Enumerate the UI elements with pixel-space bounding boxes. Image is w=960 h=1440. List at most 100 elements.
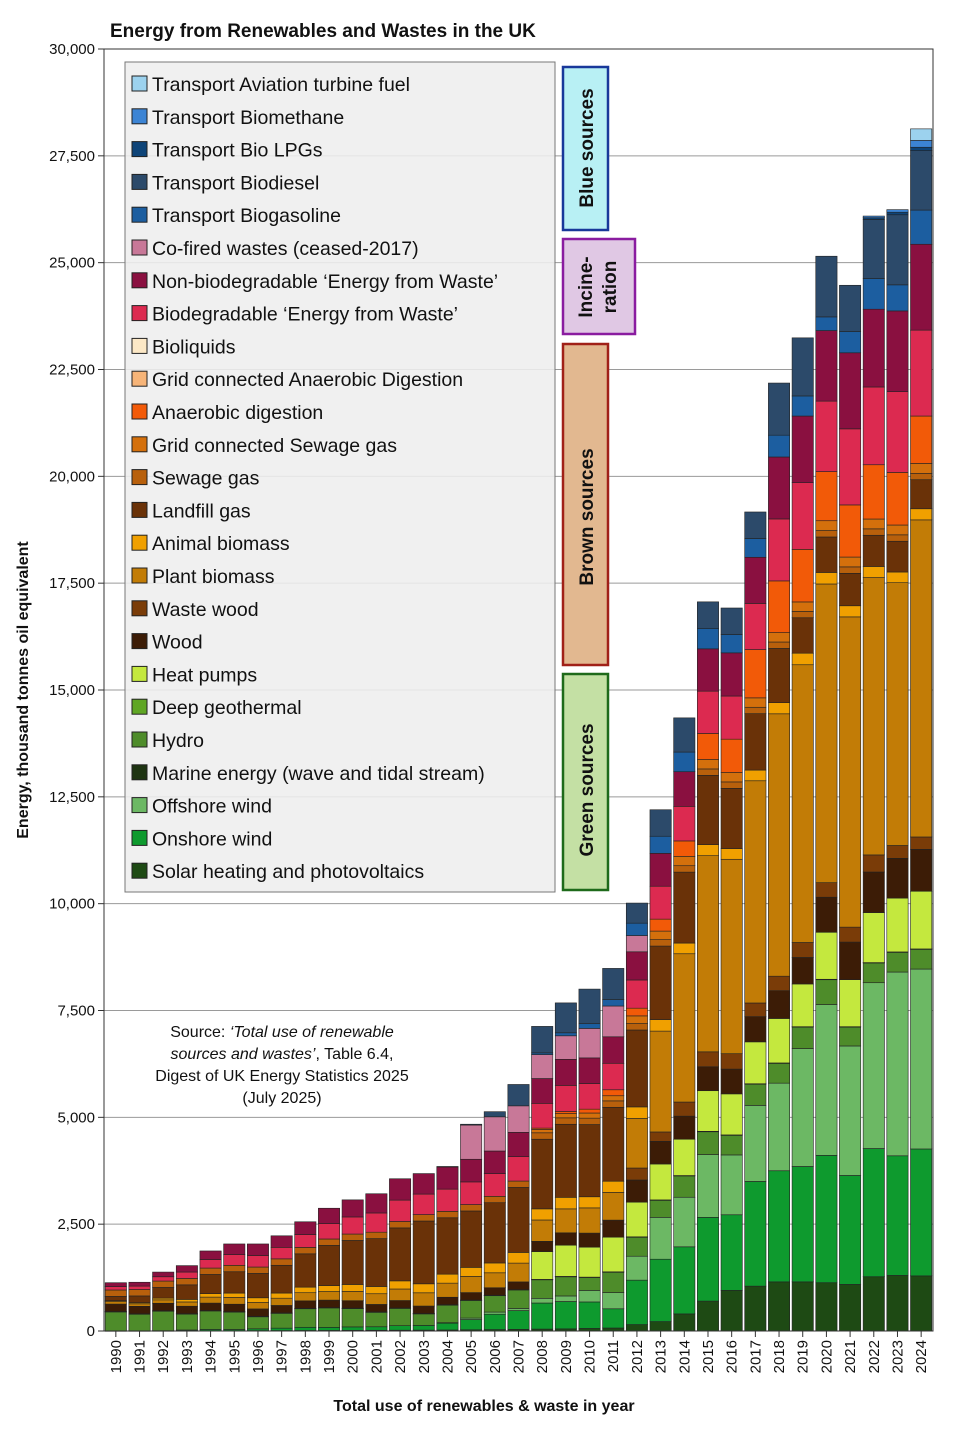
bar-segment — [507, 1180, 530, 1188]
bar-segment — [507, 1105, 530, 1133]
x-tick-label: 2018 — [771, 1340, 788, 1373]
bar-segment — [389, 1178, 412, 1201]
legend-label: Heat pumps — [152, 664, 257, 686]
bar-segment — [862, 464, 885, 520]
bar-segment — [673, 1138, 696, 1176]
bar-segment — [720, 788, 743, 849]
bar-segment — [246, 1255, 269, 1268]
bar-segment — [886, 571, 909, 583]
bar-segment — [554, 1232, 577, 1246]
bar-segment — [886, 858, 909, 899]
bar-segment — [649, 1141, 672, 1165]
bar-segment — [294, 1221, 317, 1235]
bar-segment — [602, 1219, 625, 1238]
bar-segment — [318, 1238, 340, 1246]
bar-segment — [625, 1255, 648, 1281]
bar-segment — [223, 1311, 246, 1330]
bar-segment — [554, 1032, 577, 1037]
bar-segment — [412, 1214, 435, 1222]
legend-label: Deep geothermal — [152, 697, 302, 719]
legend-swatch — [131, 764, 148, 781]
bar-segment — [744, 1016, 767, 1043]
bar-segment — [341, 1240, 364, 1285]
bar-segment — [839, 504, 862, 558]
bar-segment — [436, 1188, 459, 1212]
x-tick-label: 2019 — [795, 1340, 812, 1373]
x-tick-label: 2003 — [416, 1340, 433, 1373]
bar-segment — [839, 979, 862, 1027]
bar-segment — [365, 1193, 388, 1214]
bar-segment — [673, 1196, 696, 1248]
bar-segment — [104, 1296, 127, 1301]
y-tick-label: 17,500 — [49, 575, 95, 592]
bar-segment — [104, 1286, 127, 1291]
bar-segment — [744, 556, 767, 604]
bar-segment — [886, 310, 909, 392]
bar-segment — [697, 1131, 719, 1155]
bar-segment — [341, 1233, 364, 1241]
bar-segment — [720, 634, 743, 654]
bar-segment — [152, 1302, 175, 1312]
bar-segment — [578, 1246, 601, 1278]
bar-segment — [839, 1175, 862, 1285]
bar-segment — [128, 1285, 151, 1290]
bar-segment — [531, 1132, 554, 1140]
bar-segment — [768, 1281, 791, 1332]
bar-segment — [673, 1115, 696, 1140]
bar-segment — [673, 717, 696, 753]
bar-segment — [460, 1319, 483, 1331]
legend-label: Non-biodegradable ‘Energy from Waste’ — [152, 271, 498, 293]
bar-segment — [578, 1057, 601, 1084]
bar-segment — [460, 1267, 483, 1277]
bar-segment — [673, 751, 696, 773]
bar-segment — [768, 1018, 791, 1064]
bar-segment — [412, 1325, 435, 1331]
bar-segment — [791, 415, 814, 484]
legend-label: Grid connected Sewage gas — [152, 435, 397, 457]
bar-segment — [697, 1090, 719, 1132]
bar-segment — [246, 1243, 269, 1256]
bar-segment — [697, 733, 719, 760]
source-line-2: sources and wastes’, Table 6.4, — [171, 1046, 394, 1063]
bar-segment — [910, 209, 933, 245]
bar-segment — [910, 472, 933, 481]
x-tick-label: 1994 — [203, 1340, 220, 1373]
bar-segment — [318, 1299, 340, 1308]
bar-segment — [460, 1158, 483, 1183]
x-tick-label: 2016 — [724, 1340, 741, 1373]
source-group-label: Blue sources — [577, 88, 598, 207]
legend-label: Waste wood — [152, 599, 259, 621]
bar-segment — [625, 1179, 648, 1203]
bar-segment — [365, 1326, 388, 1331]
bar-segment — [152, 1287, 175, 1299]
legend-label: Marine energy (wave and tidal stream) — [152, 763, 485, 785]
bar-segment — [602, 1100, 625, 1108]
legend-swatch — [131, 173, 148, 190]
bar-segment — [862, 962, 885, 984]
bar-segment — [365, 1231, 388, 1239]
bar-segment — [815, 471, 838, 522]
bar-segment — [483, 1313, 506, 1330]
bar-segment — [460, 1204, 483, 1212]
bar-segment — [436, 1273, 459, 1284]
legend-label: Grid connected Anaerobic Digestion — [152, 369, 463, 391]
bar-segment — [578, 1276, 601, 1291]
bar-segment — [744, 1083, 767, 1106]
y-tick-label: 5,000 — [57, 1109, 95, 1126]
bar-segment — [910, 463, 933, 474]
bar-segment — [649, 1131, 672, 1142]
source-group-label: Incine- — [576, 256, 597, 317]
bar-segment — [507, 1156, 530, 1182]
bar-segment — [294, 1300, 317, 1309]
bar-segment — [341, 1300, 364, 1309]
bar-segment — [294, 1247, 317, 1255]
legend-swatch — [131, 698, 148, 715]
bar-segment — [602, 999, 625, 1007]
bar-segment — [602, 1005, 625, 1038]
bar-segment — [625, 1007, 648, 1017]
legend-label: Onshore wind — [152, 828, 272, 850]
bar-segment — [744, 1105, 767, 1182]
bar-segment — [554, 1295, 577, 1302]
bar-segment — [697, 601, 719, 629]
bar-segment — [720, 1053, 743, 1070]
